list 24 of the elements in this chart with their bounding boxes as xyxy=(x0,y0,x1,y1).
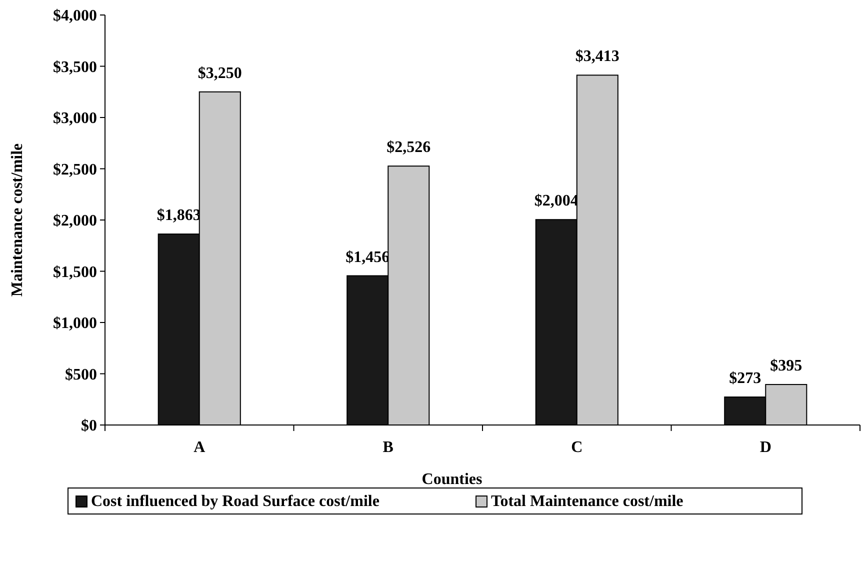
x-tick-label: A xyxy=(194,439,206,456)
x-tick-label: D xyxy=(760,439,772,456)
data-label: $2,004 xyxy=(534,192,578,210)
data-label: $3,413 xyxy=(575,48,620,66)
y-tick-label: $2,500 xyxy=(53,161,97,178)
y-tick-label: $0 xyxy=(81,418,97,435)
y-tick-label: $4,000 xyxy=(53,8,97,25)
y-tick-label: $2,000 xyxy=(53,212,97,230)
legend-label: Cost influenced by Road Surface cost/mile xyxy=(91,493,380,510)
y-axis-title: Maintenance cost/mile xyxy=(9,143,26,297)
x-tick-label: C xyxy=(571,439,583,456)
data-label: $273 xyxy=(729,370,762,388)
data-label: $395 xyxy=(770,358,802,375)
data-label: $2,526 xyxy=(386,139,431,156)
y-tick-label: $3,500 xyxy=(53,58,97,76)
y-tick-label: $1,500 xyxy=(53,264,97,281)
data-label: $1,863 xyxy=(156,207,201,224)
legend-label: Total Maintenance cost/mile xyxy=(491,493,684,510)
y-tick-label: $1,000 xyxy=(53,315,97,332)
x-axis-title: Counties xyxy=(422,471,482,488)
data-label: $3,250 xyxy=(198,64,242,82)
y-tick-label: $3,000 xyxy=(53,110,97,128)
y-tick-label: $500 xyxy=(65,366,97,384)
x-tick-label: B xyxy=(382,439,394,456)
